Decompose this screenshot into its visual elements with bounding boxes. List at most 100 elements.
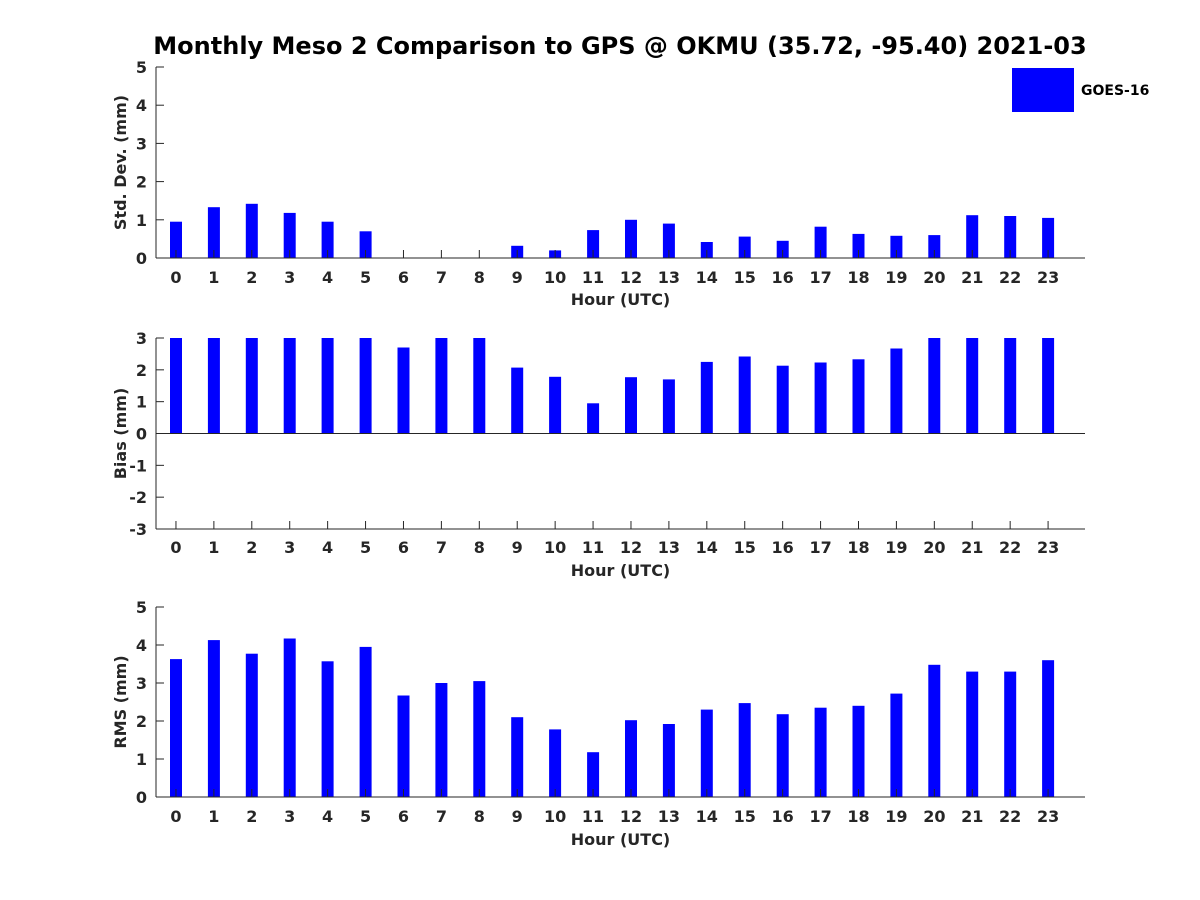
std-dev-y-axis-label: Std. Dev. (mm): [111, 95, 130, 230]
std-dev-x-tick-label: 6: [398, 268, 409, 287]
rms-x-tick-label: 9: [512, 807, 523, 826]
std-dev-bar-hour-1: [207, 207, 220, 258]
bias-x-tick-label: 12: [620, 538, 642, 557]
std-dev-bar-hour-20: [928, 235, 941, 258]
bias-bar-hour-8: [473, 338, 486, 434]
std-dev-bar-hour-21: [966, 215, 979, 258]
bias-y-tick-label: -3: [129, 520, 147, 539]
std-dev-x-tick-label: 18: [847, 268, 869, 287]
bias-bar-hour-4: [321, 338, 334, 434]
bias-x-tick-label: 2: [246, 538, 257, 557]
rms-y-tick-label: 5: [136, 598, 147, 617]
rms-x-tick-label: 10: [544, 807, 566, 826]
std-dev-x-tick-label: 12: [620, 268, 642, 287]
rms-x-tick-label: 8: [474, 807, 485, 826]
bias-bar-hour-17: [814, 362, 827, 434]
rms-x-tick-label: 11: [582, 807, 604, 826]
bias-bar-hour-15: [738, 356, 751, 434]
rms-y-tick-label: 2: [136, 712, 147, 731]
rms-x-tick-label: 1: [208, 807, 219, 826]
std-dev-bar-hour-22: [1004, 216, 1017, 258]
std-dev-bar-hour-2: [245, 203, 258, 258]
std-dev-y-tick-label: 4: [136, 96, 147, 115]
rms-bar-hour-22: [1004, 671, 1017, 797]
bias-bar-hour-16: [776, 365, 789, 434]
bias-y-tick-label: -1: [129, 456, 147, 475]
bias-x-tick-label: 19: [885, 538, 907, 557]
rms-bar-hour-1: [207, 640, 220, 797]
bias-y-tick-label: 2: [136, 361, 147, 380]
std-dev-bar-hour-23: [1042, 217, 1055, 258]
std-dev-y-tick-label: 1: [136, 211, 147, 230]
rms-x-tick-label: 21: [961, 807, 983, 826]
bias-bar-hour-1: [207, 338, 220, 434]
bias-bar-hour-5: [359, 338, 372, 434]
std-dev-bar-hour-0: [170, 221, 182, 258]
rms-bar-hour-11: [587, 752, 600, 797]
rms-bar-hour-19: [890, 693, 903, 797]
bias-x-tick-label: 23: [1037, 538, 1059, 557]
bias-y-tick-label: -2: [129, 488, 147, 507]
std-dev-x-tick-label: 21: [961, 268, 983, 287]
rms-x-tick-label: 20: [923, 807, 945, 826]
bias-x-tick-label: 13: [658, 538, 680, 557]
bias-bar-hour-21: [966, 338, 979, 434]
rms-x-tick-label: 7: [436, 807, 447, 826]
std-dev-x-tick-label: 4: [322, 268, 333, 287]
std-dev-bar-hour-13: [662, 223, 675, 258]
std-dev-x-tick-label: 23: [1037, 268, 1059, 287]
std-dev-x-tick-label: 7: [436, 268, 447, 287]
rms-bar-hour-13: [662, 724, 675, 797]
rms-bar-hour-17: [814, 707, 827, 797]
rms-bar-hour-21: [966, 671, 979, 797]
bias-x-tick-label: 7: [436, 538, 447, 557]
bias-bar-hour-11: [587, 403, 600, 434]
rms-bar-hour-20: [928, 664, 941, 797]
std-dev-y-tick-label: 5: [136, 58, 147, 77]
rms-x-tick-label: 18: [847, 807, 869, 826]
rms-bar-hour-12: [625, 720, 637, 797]
rms-bar-hour-5: [359, 646, 372, 797]
bias-bar-hour-12: [625, 377, 637, 434]
std-dev-x-tick-label: 13: [658, 268, 680, 287]
rms-x-tick-label: 16: [772, 807, 794, 826]
rms-bar-hour-9: [511, 717, 524, 797]
bias-x-tick-label: 1: [208, 538, 219, 557]
bias-x-axis-label: Hour (UTC): [571, 561, 671, 580]
std-dev-x-tick-label: 16: [772, 268, 794, 287]
bias-y-tick-label: 0: [136, 425, 147, 444]
rms-bar-hour-16: [776, 714, 789, 797]
rms-bar-hour-2: [245, 653, 258, 797]
std-dev-x-tick-label: 0: [170, 268, 181, 287]
std-dev-bar-hour-5: [359, 231, 372, 258]
rms-bar-hour-15: [738, 703, 751, 797]
bias-y-tick-label: 1: [136, 393, 147, 412]
rms-bar-hour-18: [852, 705, 865, 797]
rms-x-tick-label: 2: [246, 807, 257, 826]
std-dev-y-tick-label: 3: [136, 134, 147, 153]
bias-x-tick-label: 21: [961, 538, 983, 557]
bias-bar-hour-6: [397, 347, 410, 434]
std-dev-x-tick-label: 11: [582, 268, 604, 287]
bias-x-tick-label: 0: [170, 538, 181, 557]
bias-x-tick-label: 16: [772, 538, 794, 557]
std-dev-y-tick-label: 0: [136, 249, 147, 268]
chart-title: Monthly Meso 2 Comparison to GPS @ OKMU …: [153, 32, 1086, 60]
bias-bar-hour-20: [928, 338, 941, 434]
bias-bar-hour-22: [1004, 338, 1017, 434]
bias-x-tick-label: 5: [360, 538, 371, 557]
std-dev-bar-hour-15: [738, 236, 751, 258]
legend-label-goes-16: GOES-16: [1081, 83, 1149, 99]
bias-x-tick-label: 3: [284, 538, 295, 557]
bias-bar-hour-0: [170, 338, 182, 434]
bias-x-tick-label: 14: [696, 538, 718, 557]
std-dev-bar-hour-19: [890, 235, 903, 258]
legend: GOES-16: [1012, 68, 1149, 112]
std-dev-x-tick-label: 17: [809, 268, 831, 287]
std-dev-bar-hour-3: [283, 212, 296, 258]
bias-bar-hour-10: [549, 376, 562, 434]
rms-bar-hour-6: [397, 695, 410, 797]
bias-bar-hour-18: [852, 359, 865, 434]
